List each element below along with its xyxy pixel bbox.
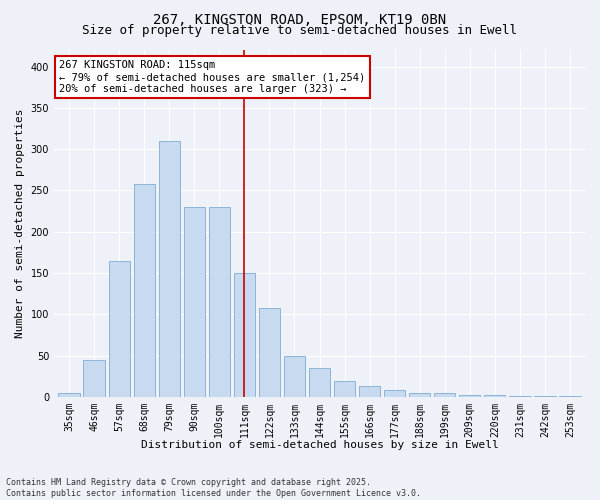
Text: 267 KINGSTON ROAD: 115sqm
← 79% of semi-detached houses are smaller (1,254)
20% : 267 KINGSTON ROAD: 115sqm ← 79% of semi-…: [59, 60, 365, 94]
Bar: [109, 260, 130, 397]
Y-axis label: Number of semi-detached properties: Number of semi-detached properties: [15, 109, 25, 338]
Bar: [134, 184, 155, 397]
Bar: [459, 396, 481, 397]
Bar: [284, 356, 305, 397]
Bar: [209, 207, 230, 397]
Text: Contains HM Land Registry data © Crown copyright and database right 2025.
Contai: Contains HM Land Registry data © Crown c…: [6, 478, 421, 498]
Bar: [384, 390, 406, 397]
Bar: [234, 273, 255, 397]
Bar: [484, 396, 505, 397]
Bar: [83, 360, 105, 397]
Bar: [559, 396, 581, 397]
Bar: [434, 393, 455, 397]
Bar: [184, 207, 205, 397]
Bar: [509, 396, 530, 397]
Bar: [534, 396, 556, 397]
Bar: [359, 386, 380, 397]
Bar: [158, 141, 180, 397]
Text: 267, KINGSTON ROAD, EPSOM, KT19 0BN: 267, KINGSTON ROAD, EPSOM, KT19 0BN: [154, 12, 446, 26]
Bar: [58, 393, 80, 397]
Bar: [309, 368, 330, 397]
Bar: [409, 393, 430, 397]
Bar: [334, 380, 355, 397]
Bar: [259, 308, 280, 397]
Text: Size of property relative to semi-detached houses in Ewell: Size of property relative to semi-detach…: [83, 24, 517, 37]
X-axis label: Distribution of semi-detached houses by size in Ewell: Distribution of semi-detached houses by …: [140, 440, 499, 450]
